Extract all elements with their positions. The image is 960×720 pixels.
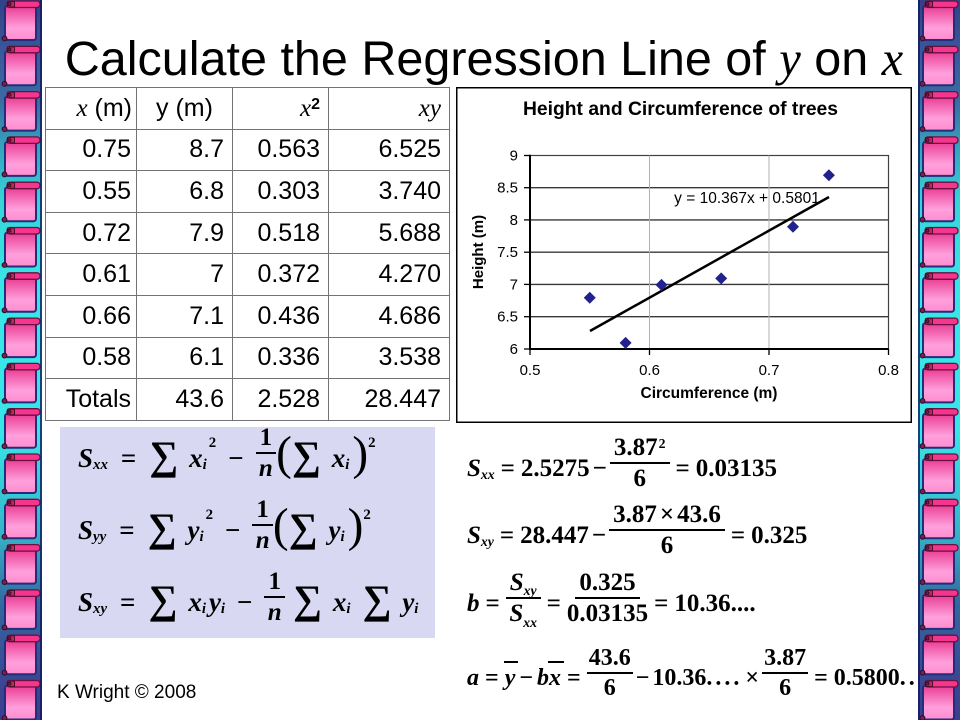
svg-text:y = 10.367x + 0.5801: y = 10.367x + 0.5801 [674, 190, 820, 207]
svg-text:6.5: 6.5 [497, 309, 518, 326]
svg-text:Height (m): Height (m) [470, 215, 487, 289]
svg-text:0.5: 0.5 [520, 362, 541, 379]
svg-text:0.7: 0.7 [759, 362, 780, 379]
svg-text:9: 9 [510, 148, 518, 165]
svg-text:Circumference (m): Circumference (m) [641, 385, 778, 402]
svg-text:7: 7 [510, 276, 518, 293]
svg-text:0.8: 0.8 [878, 362, 899, 379]
svg-text:0.6: 0.6 [639, 362, 660, 379]
svg-text:6: 6 [510, 341, 518, 358]
svg-text:7.5: 7.5 [497, 244, 518, 261]
svg-text:Height and Circumference of tr: Height and Circumference of trees [523, 99, 838, 120]
svg-text:8: 8 [510, 212, 518, 229]
svg-text:8.5: 8.5 [497, 180, 518, 197]
